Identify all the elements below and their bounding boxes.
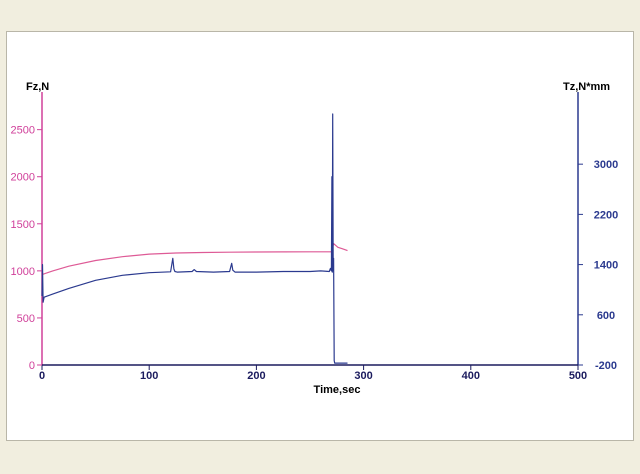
left-tick-label: 2500 xyxy=(11,125,35,137)
right-tick-label: 3000 xyxy=(594,159,618,171)
x-tick-label: 200 xyxy=(247,370,265,382)
fz-series-line xyxy=(41,243,348,276)
right-tick-label: 2200 xyxy=(594,209,618,221)
left-tick-label: 1000 xyxy=(11,266,35,278)
left-axis-title: Fz,N xyxy=(26,81,49,93)
left-tick-label: 0 xyxy=(29,360,35,372)
right-tick-label: -200 xyxy=(595,360,617,372)
right-axis-title: Tz,N*mm xyxy=(563,81,610,93)
x-tick-label: 400 xyxy=(462,370,480,382)
tz-series-line xyxy=(41,113,348,364)
x-tick-label: 500 xyxy=(569,370,587,382)
x-tick-label: 0 xyxy=(39,370,45,382)
left-tick-label: 2000 xyxy=(11,172,35,184)
x-axis-title: Time,sec xyxy=(314,384,361,396)
right-tick-label: 600 xyxy=(597,310,615,322)
left-tick-label: 1500 xyxy=(11,219,35,231)
chart-frame xyxy=(6,31,634,441)
x-tick-label: 100 xyxy=(140,370,158,382)
x-tick-label: 300 xyxy=(354,370,372,382)
left-tick-label: 500 xyxy=(17,313,35,325)
right-tick-label: 1400 xyxy=(594,260,618,272)
